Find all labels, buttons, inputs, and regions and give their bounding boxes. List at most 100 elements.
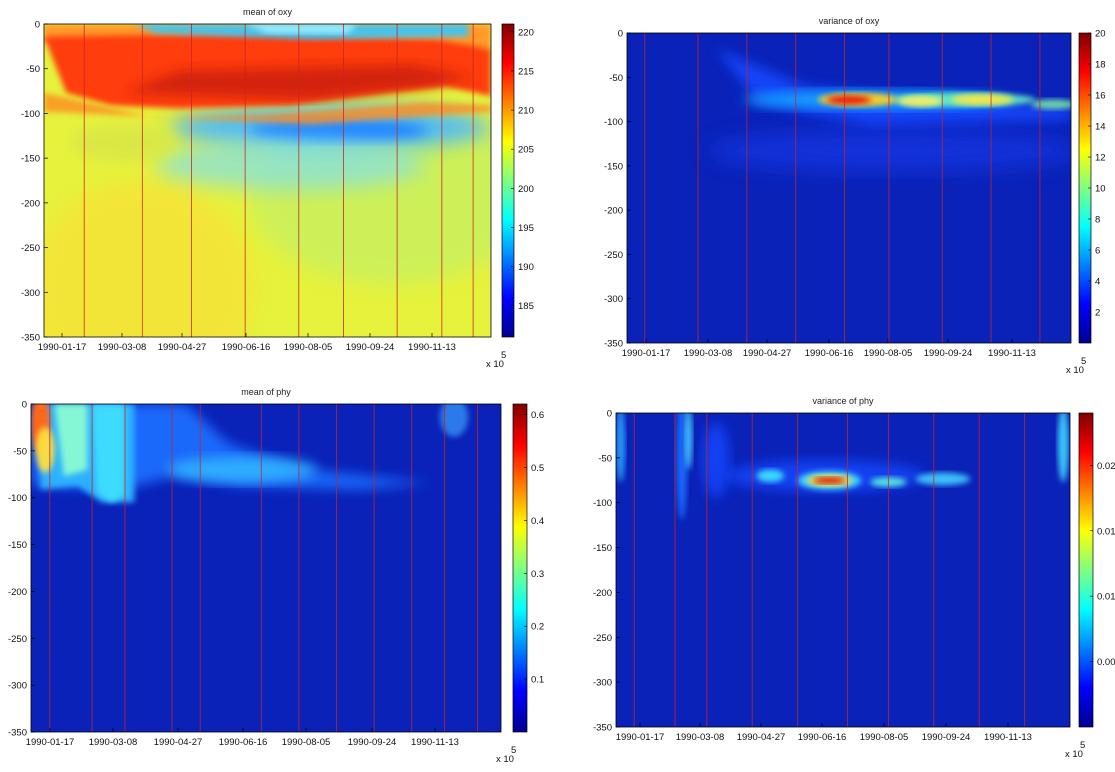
x-exponent-power: 5 <box>1080 740 1085 751</box>
field-blob <box>706 129 1071 173</box>
y-tick-label: -200 <box>593 588 612 599</box>
plot-frame <box>30 403 502 733</box>
y-tick-label: -150 <box>604 161 623 172</box>
colorbar-tick-label: 195 <box>518 223 534 234</box>
x-tick-label: 1990-06-16 <box>222 342 271 353</box>
y-tick-label: -350 <box>604 339 623 350</box>
colorbar-tick-label: 220 <box>518 27 534 38</box>
y-tick-label: -300 <box>21 288 40 299</box>
field-blob <box>685 413 693 470</box>
colorbar-gradient <box>501 23 515 338</box>
x-exponent-label: x 10 <box>496 754 514 765</box>
colorbar-tick-label: 190 <box>518 262 534 273</box>
colorbar-tick-label: 0.5 <box>531 463 544 474</box>
heatmap-field <box>44 24 491 337</box>
x-tick-label: 1990-11-13 <box>984 732 1032 743</box>
x-tick-label: 1990-08-05 <box>864 348 913 359</box>
colorbar-tick-label: 0.005 <box>1097 657 1115 668</box>
y-tick-label: -300 <box>593 678 612 689</box>
x-tick-label: 1990-08-05 <box>282 737 331 748</box>
y-tick-label: -150 <box>8 540 27 551</box>
y-tick-label: -350 <box>593 723 612 734</box>
x-tick-label: 1990-01-17 <box>38 342 87 353</box>
x-tick-label: 1990-01-17 <box>616 732 665 743</box>
colorbar-tick-label: 185 <box>518 301 534 312</box>
colorbar-tick-label: 210 <box>518 106 534 117</box>
colorbar-tick-label: 12 <box>1095 153 1106 164</box>
field-region <box>245 24 357 34</box>
colorbar-gradient <box>512 403 528 733</box>
x-tick-label: 1990-06-16 <box>798 732 847 743</box>
y-tick-label: -150 <box>593 543 612 554</box>
chart-title: mean of oxy <box>243 7 293 17</box>
y-tick-label: -50 <box>13 446 27 457</box>
field-blob <box>915 472 971 486</box>
colorbar-tick-label: 0.1 <box>531 675 544 686</box>
y-tick-label: -350 <box>8 728 27 739</box>
x-exponent-label: x 10 <box>1066 365 1084 376</box>
y-tick-label: -50 <box>609 73 623 84</box>
colorbar-tick-label: 6 <box>1095 246 1100 257</box>
y-tick-label: -200 <box>21 198 40 209</box>
x-tick-label: 1990-03-08 <box>89 737 138 748</box>
field-blob <box>676 413 688 520</box>
x-tick-label: 1990-11-13 <box>411 737 459 748</box>
chart-title: mean of phy <box>241 387 291 397</box>
y-tick-label: -50 <box>26 64 40 75</box>
field-blob <box>702 422 730 498</box>
colorbar-tick-label: 0.6 <box>531 410 544 421</box>
x-tick-label: 1990-06-16 <box>805 348 854 359</box>
colorbar-tick-label: 0.015 <box>1097 526 1115 537</box>
field-region <box>92 404 125 503</box>
x-exponent-power: 5 <box>501 350 506 361</box>
colorbar-tick-label: 0.2 <box>531 622 544 633</box>
x-tick-label: 1990-01-17 <box>622 348 671 359</box>
x-tick-label: 1990-09-24 <box>346 342 395 353</box>
field-blob <box>1031 99 1071 110</box>
plot-frame <box>626 32 1072 344</box>
heatmap-field <box>627 33 1071 343</box>
field-region <box>44 92 491 125</box>
x-tick-label: 1990-01-17 <box>26 737 75 748</box>
y-tick-label: -200 <box>604 206 623 217</box>
field-blob <box>897 95 943 107</box>
field-blob <box>813 477 846 484</box>
field-blob <box>616 413 626 483</box>
y-tick-label: -250 <box>21 243 40 254</box>
x-tick-label: 1990-04-27 <box>737 732 786 743</box>
x-tick-label: 1990-11-13 <box>408 342 456 353</box>
field-blob <box>35 426 55 473</box>
y-tick-label: -100 <box>593 498 612 509</box>
colorbar-tick-label: 0.3 <box>531 569 544 580</box>
y-tick-label: -200 <box>8 587 27 598</box>
y-tick-label: -300 <box>604 294 623 305</box>
y-tick-label: 0 <box>35 20 40 31</box>
x-tick-label: 1990-03-08 <box>98 342 147 353</box>
field-blob <box>70 124 179 162</box>
field-blob <box>44 180 255 337</box>
y-tick-label: -300 <box>8 681 27 692</box>
plot-frame <box>43 23 492 338</box>
x-exponent-power: 5 <box>511 745 516 756</box>
colorbar-tick-label: 18 <box>1095 60 1106 71</box>
y-tick-label: -100 <box>21 109 40 120</box>
colorbar: 185 190 195 200 205 210 215 220 <box>501 23 534 338</box>
colorbar-tick-label: 0.02 <box>1097 461 1115 472</box>
x-tick-label: 1990-04-27 <box>154 737 203 748</box>
x-tick-label: 1990-09-24 <box>348 737 397 748</box>
colorbar: 2 4 6 8 10 12 14 16 18 20 <box>1078 29 1106 344</box>
y-tick-label: -250 <box>604 250 623 261</box>
y-tick-label: 0 <box>22 400 27 411</box>
colorbar-tick-label: 16 <box>1095 91 1106 102</box>
chart-panel-2: variance of oxy 0 -50 -100 -150 -200 -250 -300 -… <box>604 16 1106 376</box>
x-exponent-power: 5 <box>1081 356 1086 367</box>
x-tick-label: 1990-09-24 <box>922 732 971 743</box>
x-tick-label: 1990-09-24 <box>924 348 973 359</box>
x-tick-label: 1990-08-05 <box>284 342 333 353</box>
x-tick-label: 1990-11-13 <box>988 348 1036 359</box>
field-blob <box>756 469 784 483</box>
y-tick-label: -100 <box>604 117 623 128</box>
chart-title: variance of phy <box>812 396 874 406</box>
x-tick-label: 1990-03-08 <box>676 732 725 743</box>
field-blob <box>167 456 318 483</box>
